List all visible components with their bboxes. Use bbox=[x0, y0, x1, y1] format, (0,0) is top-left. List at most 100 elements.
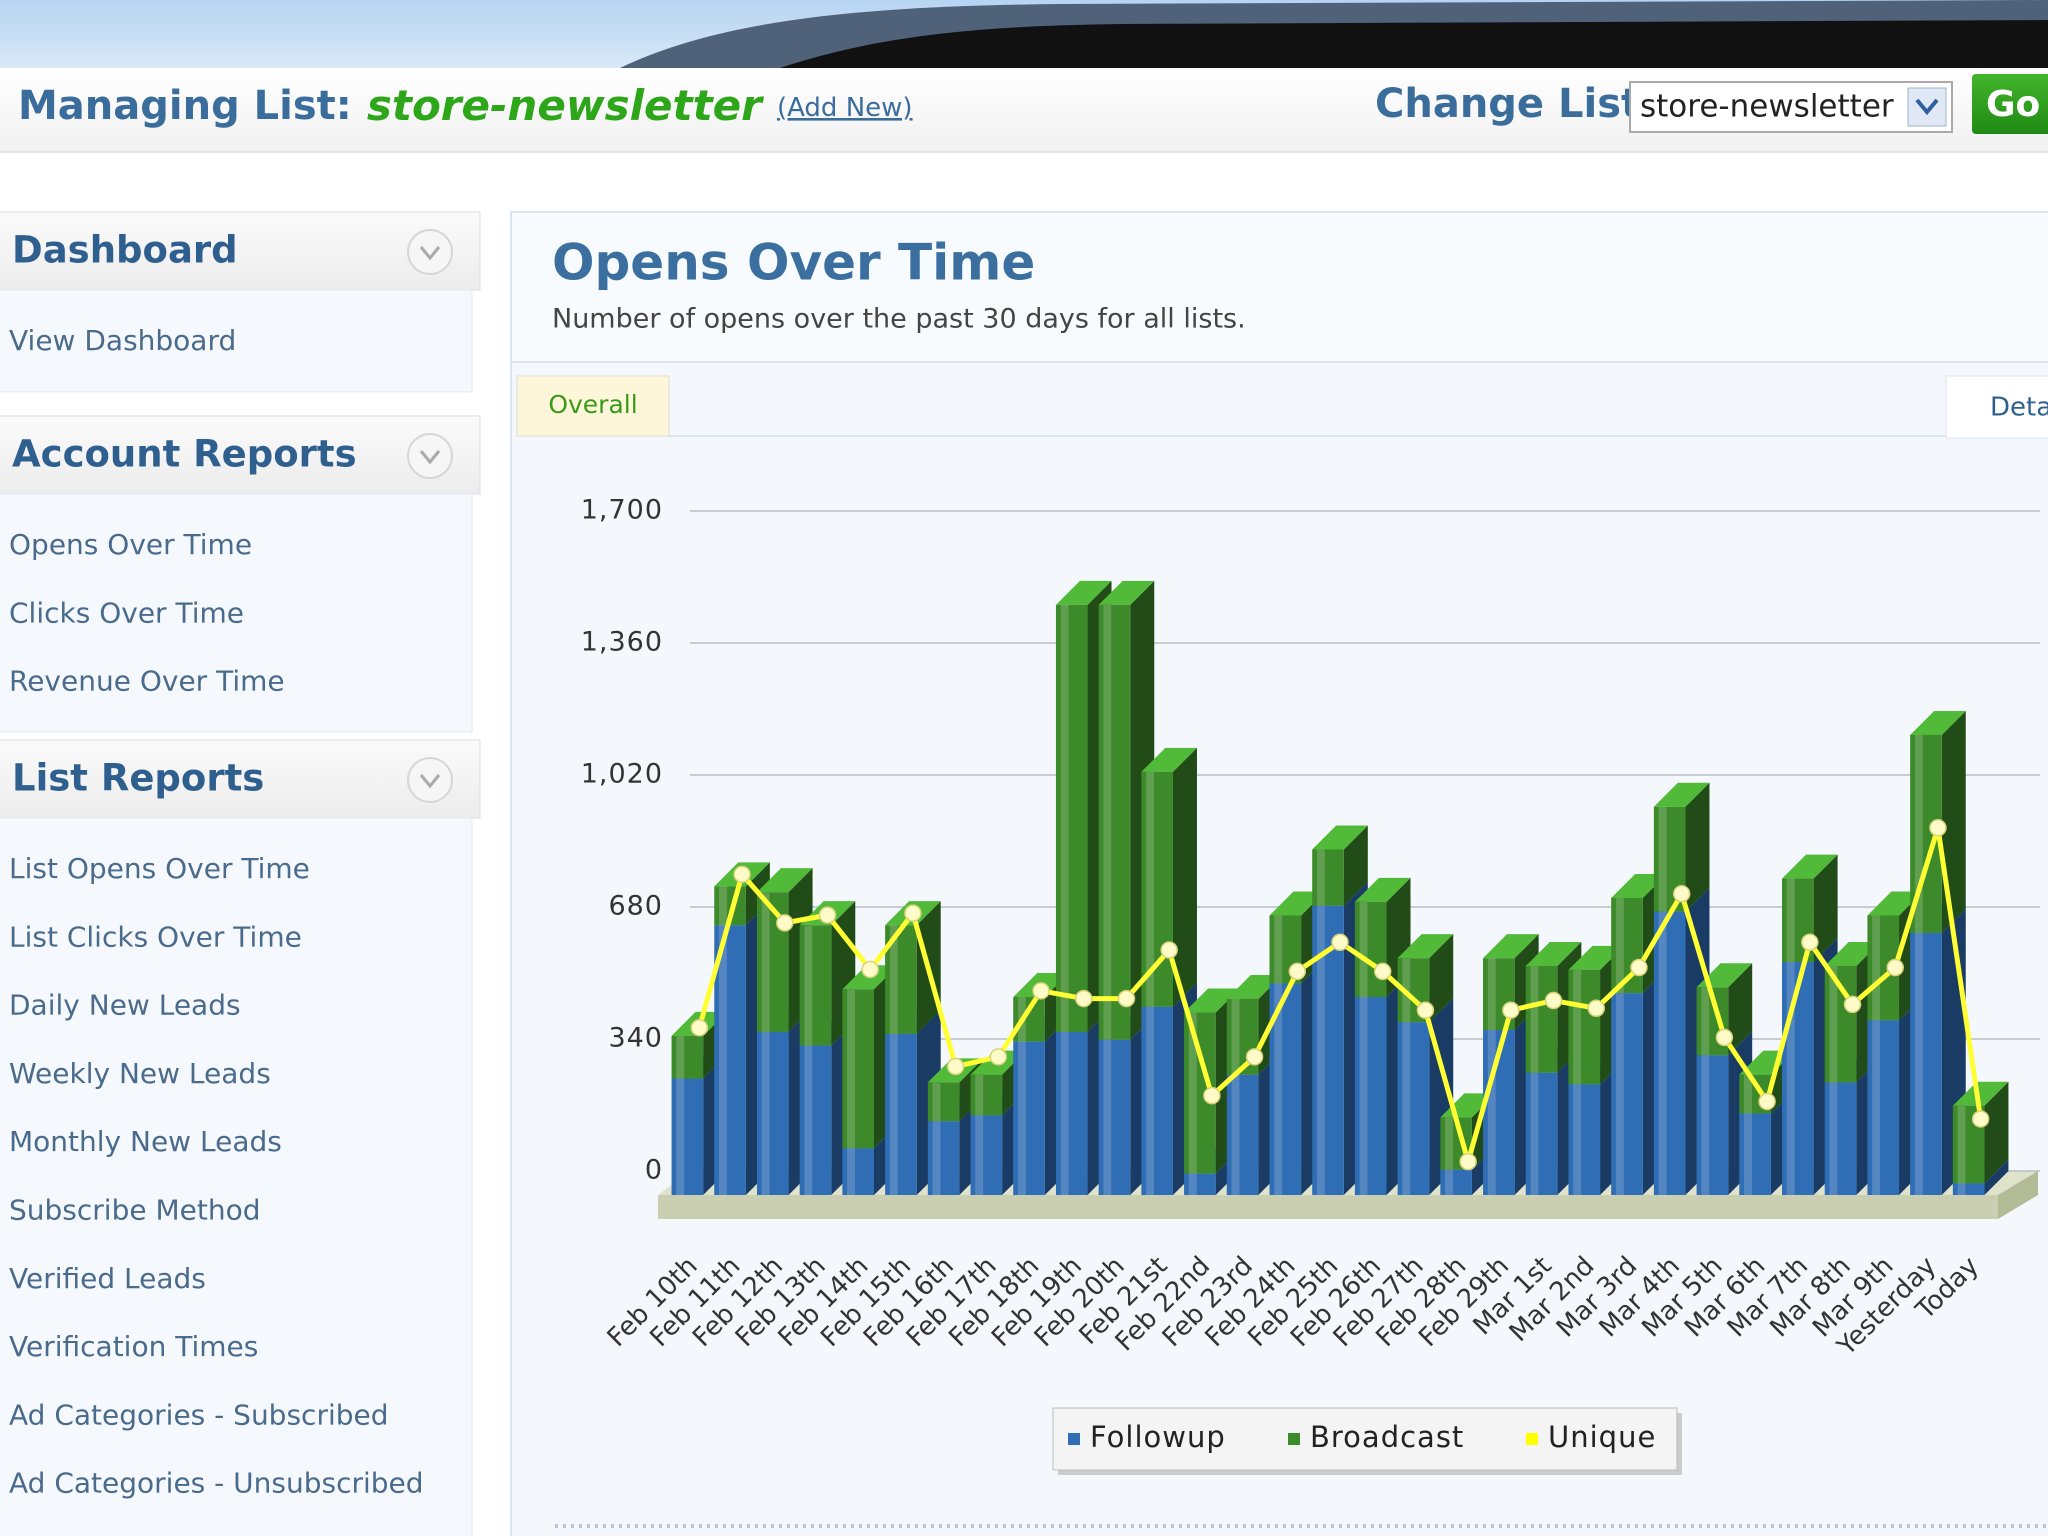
bar-top bbox=[1653, 782, 1710, 807]
bar-highlight bbox=[1445, 1169, 1453, 1195]
y-tick-label: 0 bbox=[645, 1155, 663, 1186]
bar-highlight bbox=[676, 1078, 685, 1195]
bar-segment bbox=[671, 1078, 704, 1195]
bar-highlight bbox=[1445, 1117, 1453, 1170]
bar-segment bbox=[1952, 1183, 1985, 1195]
sidebar: Dashboard View Dashboard Account Reports Op… bbox=[0, 211, 481, 1536]
unique-point bbox=[1117, 989, 1136, 1008]
list-select[interactable] bbox=[1629, 81, 1953, 133]
legend-swatch bbox=[1526, 1433, 1538, 1445]
section-body bbox=[0, 289, 473, 393]
bar-segment bbox=[885, 1033, 917, 1195]
bar-highlight bbox=[847, 989, 856, 1149]
collapse-icon[interactable] bbox=[407, 433, 453, 479]
go-button[interactable] bbox=[1972, 74, 2048, 134]
banner-arc-dark bbox=[780, 20, 2048, 68]
bar-highlight bbox=[1829, 1082, 1838, 1195]
collapse-icon[interactable] bbox=[407, 757, 453, 803]
bar-highlight bbox=[1530, 1072, 1539, 1195]
legend-swatch bbox=[1068, 1433, 1080, 1445]
unique-point bbox=[1288, 962, 1307, 981]
bar-top bbox=[1782, 854, 1838, 879]
section-header[interactable] bbox=[0, 211, 481, 291]
unique-point bbox=[1032, 982, 1050, 1000]
nav-link[interactable]: Verified Leads bbox=[9, 1262, 206, 1295]
unique-point bbox=[1715, 1028, 1734, 1047]
bar-highlight bbox=[1658, 911, 1667, 1195]
nav-link[interactable]: View Dashboard bbox=[9, 324, 236, 357]
bar-highlight bbox=[1487, 958, 1496, 1030]
bar-side bbox=[1728, 963, 1753, 1056]
bar-highlight bbox=[1914, 932, 1923, 1195]
bar-segment bbox=[1312, 905, 1344, 1195]
unique-point bbox=[1203, 1086, 1221, 1105]
unique-point bbox=[1801, 933, 1819, 952]
bar-highlight bbox=[975, 1074, 984, 1116]
unique-point bbox=[1502, 1001, 1520, 1019]
nav-link[interactable]: Ad Categories - Subscribed bbox=[9, 1398, 389, 1431]
bar-top bbox=[1867, 891, 1924, 916]
bar-top bbox=[1312, 825, 1368, 850]
change-list-label: Change List: bbox=[1375, 81, 1656, 127]
bar-highlight bbox=[889, 925, 898, 1034]
unique-point bbox=[1373, 962, 1392, 981]
bar-highlight bbox=[1359, 997, 1368, 1195]
nav-link[interactable]: Monthly New Leads bbox=[9, 1125, 282, 1158]
bar-top bbox=[1397, 934, 1454, 959]
bar-segment bbox=[714, 925, 746, 1195]
bar-segment bbox=[1055, 604, 1088, 1032]
nav-link[interactable]: Ad Categories - Unsubscribed bbox=[9, 1467, 424, 1500]
nav-link[interactable]: Daily New Leads bbox=[9, 989, 241, 1022]
chart-floor-side bbox=[1998, 1171, 2038, 1219]
tab-details[interactable] bbox=[1945, 375, 2048, 439]
select-arrow-box[interactable] bbox=[1907, 87, 1947, 127]
y-tick-label: 1,700 bbox=[581, 495, 663, 526]
bar-segment bbox=[1312, 849, 1344, 906]
unique-point bbox=[1672, 885, 1691, 903]
section-header[interactable] bbox=[0, 739, 481, 819]
nav-link[interactable]: Subscribe Method bbox=[9, 1194, 260, 1227]
bar-side bbox=[1984, 1081, 2009, 1184]
bar-highlight bbox=[889, 1033, 898, 1195]
unique-point bbox=[1758, 1092, 1776, 1111]
go-button-label: Go bbox=[1986, 84, 2040, 125]
y-tick-label: 1,020 bbox=[581, 759, 663, 790]
bar-segment bbox=[1525, 1072, 1558, 1195]
unique-point bbox=[1331, 933, 1349, 952]
bar-side bbox=[1984, 1159, 2009, 1195]
nav-link[interactable]: List Clicks Over Time bbox=[9, 920, 302, 953]
bar-segment bbox=[1696, 1055, 1729, 1195]
report-header bbox=[512, 213, 2048, 361]
managing-list: Managing List: store-newsletter (Add New… bbox=[18, 81, 913, 130]
nav-link[interactable]: Clicks Over Time bbox=[9, 596, 244, 629]
nav-link[interactable]: Revenue Over Time bbox=[9, 665, 285, 698]
bar-highlight bbox=[676, 1035, 685, 1079]
unique-point bbox=[1416, 1001, 1435, 1019]
nav-link[interactable]: Weekly New Leads bbox=[9, 1057, 271, 1090]
nav-link[interactable]: Opens Over Time bbox=[9, 528, 252, 561]
legend bbox=[1052, 1407, 1678, 1471]
select-arrow bbox=[1915, 98, 1939, 116]
add-new-link[interactable]: (Add New) bbox=[777, 93, 913, 123]
section-title: Account Reports bbox=[12, 433, 357, 476]
bar-highlight bbox=[761, 892, 770, 1032]
nav-link[interactable]: List Opens Over Time bbox=[9, 852, 310, 885]
bar-segment bbox=[1397, 1022, 1430, 1195]
bar-highlight bbox=[1188, 1012, 1197, 1174]
section-header[interactable] bbox=[0, 415, 481, 495]
nav-link[interactable]: Verification Times bbox=[9, 1330, 258, 1363]
unique-point bbox=[1245, 1048, 1264, 1066]
bar-highlight bbox=[932, 1121, 941, 1195]
bar-top bbox=[1141, 747, 1197, 772]
bar-top bbox=[1568, 945, 1625, 970]
bar-segment bbox=[1440, 1169, 1472, 1195]
report-title: Opens Over Time bbox=[552, 234, 1035, 292]
chart-floor-front bbox=[658, 1195, 1998, 1219]
managing-label: Managing List: bbox=[18, 83, 352, 129]
bar-highlight bbox=[1316, 849, 1325, 906]
bar-segment bbox=[927, 1121, 960, 1195]
bar-top bbox=[1483, 934, 1539, 959]
collapse-icon[interactable] bbox=[407, 229, 453, 275]
unique-point bbox=[1843, 995, 1862, 1014]
tab-overall[interactable] bbox=[516, 375, 670, 437]
